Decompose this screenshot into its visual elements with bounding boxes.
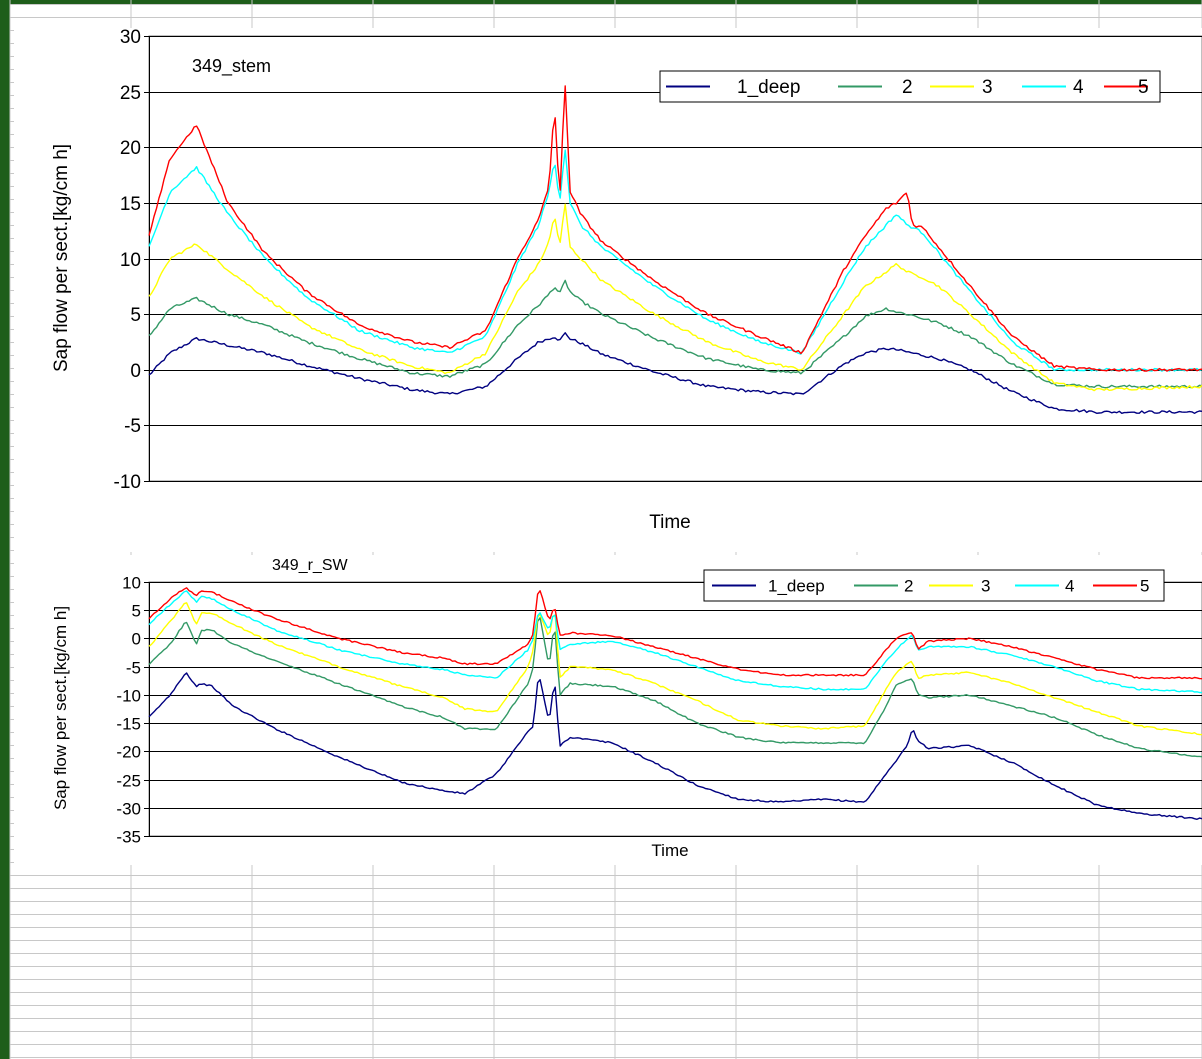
chart-r-sw-plot-area — [148, 581, 1202, 837]
y-tick-label: 10 — [120, 250, 141, 271]
chart-r-sw-series — [148, 587, 1202, 820]
chart-stem-plot-area — [148, 35, 1202, 482]
legend-label-1_deep: 1_deep — [768, 576, 825, 595]
chart-r-sw-x-axis-label: Time — [651, 841, 688, 860]
chart-stem-title: 349_stem — [192, 56, 271, 77]
series-line-4 — [148, 590, 1202, 694]
y-tick-label: 25 — [120, 83, 141, 104]
y-tick-label: -35 — [116, 827, 141, 846]
legend-box — [659, 70, 1161, 103]
chart-r-sw-y-axis-label: Sap flow per sect.[kg/cm h] — [51, 606, 70, 810]
y-tick-label: 5 — [130, 305, 141, 326]
chart-stem-y-axis-label: Sap flow per sect.[kg/cm h] — [51, 144, 72, 372]
series-line-5 — [148, 85, 1202, 372]
chart-stem-x-axis-label: Time — [649, 512, 691, 533]
series-line-3 — [148, 203, 1202, 392]
y-tick-label: 20 — [120, 138, 141, 159]
legend-label-3: 3 — [982, 77, 993, 98]
legend-label-2: 2 — [904, 576, 913, 595]
y-tick-label: 0 — [132, 629, 141, 648]
window-frame-top — [0, 0, 1202, 4]
chart-r-sw[interactable]: -35 -30 -25 -20 -15 -10 -5 0 5 10 349_r_SW Time S… — [14, 555, 1202, 865]
series-line-3 — [148, 602, 1202, 736]
chart-stem-legend[interactable]: 1_deep 2 3 4 5 — [659, 70, 1161, 103]
series-line-2 — [148, 279, 1202, 389]
y-tick-label: -10 — [116, 686, 141, 705]
chart-stem-series — [148, 85, 1202, 414]
y-tick-label: 15 — [120, 194, 141, 215]
chart-stem-y-ticks: -10 -5 0 5 10 15 20 25 30 — [114, 27, 150, 493]
series-line-1_deep — [148, 332, 1202, 414]
y-tick-label: 30 — [120, 27, 141, 48]
legend-label-4: 4 — [1065, 576, 1074, 595]
y-tick-label: -15 — [116, 714, 141, 733]
y-tick-label: 10 — [122, 573, 141, 592]
series-line-5 — [148, 587, 1202, 680]
chart-r-sw-title: 349_r_SW — [272, 557, 348, 574]
legend-label-4: 4 — [1073, 77, 1084, 98]
y-tick-label: -5 — [124, 416, 141, 437]
series-line-1_deep — [148, 672, 1202, 820]
y-tick-label: -20 — [116, 742, 141, 761]
y-tick-label: -10 — [114, 472, 141, 493]
y-tick-label: -25 — [116, 771, 141, 790]
series-line-4 — [148, 149, 1202, 372]
legend-label-5: 5 — [1138, 77, 1149, 98]
legend-label-1_deep: 1_deep — [737, 77, 800, 98]
legend-label-5: 5 — [1140, 576, 1149, 595]
chart-r-sw-legend[interactable]: 1_deep 2 3 4 5 — [703, 569, 1165, 602]
series-line-2 — [148, 617, 1202, 758]
window-frame-left — [0, 0, 10, 1059]
y-tick-label: 0 — [130, 361, 141, 382]
y-tick-label: -5 — [126, 658, 141, 677]
chart-r-sw-y-ticks: -35 -30 -25 -20 -15 -10 -5 0 5 10 — [116, 573, 150, 846]
y-tick-label: 5 — [132, 601, 141, 620]
legend-label-2: 2 — [902, 77, 913, 98]
chart-r-sw-gridlines — [149, 582, 1202, 837]
y-tick-label: -30 — [116, 799, 141, 818]
legend-label-3: 3 — [981, 576, 990, 595]
